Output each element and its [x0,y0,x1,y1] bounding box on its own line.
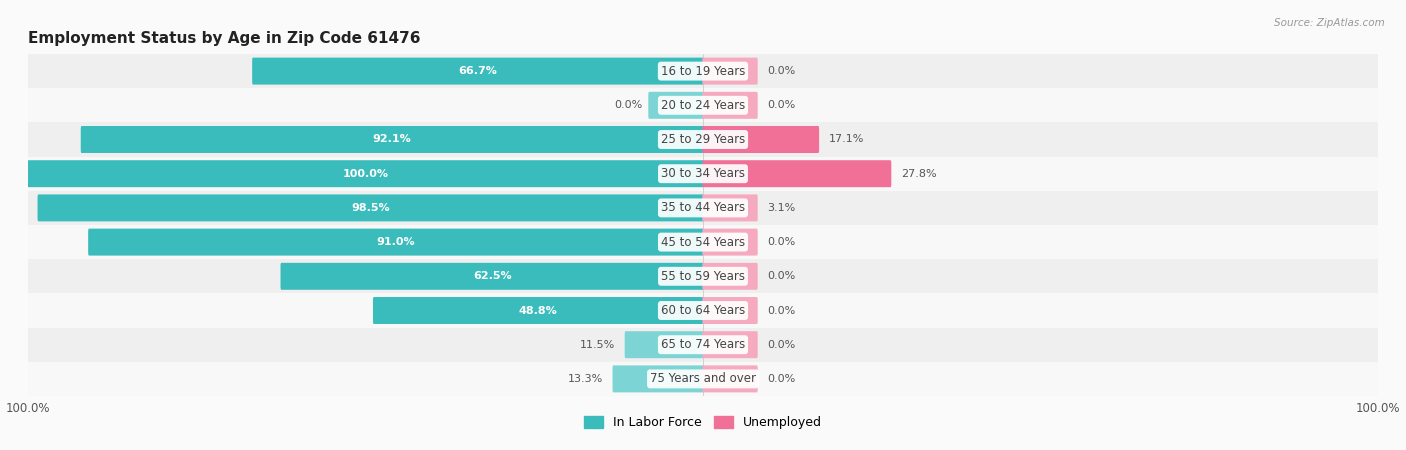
Text: 3.1%: 3.1% [768,203,796,213]
Text: 27.8%: 27.8% [901,169,936,179]
FancyBboxPatch shape [702,160,891,187]
Text: 20 to 24 Years: 20 to 24 Years [661,99,745,112]
FancyBboxPatch shape [702,126,820,153]
FancyBboxPatch shape [80,126,704,153]
FancyBboxPatch shape [613,365,704,392]
Text: 0.0%: 0.0% [768,271,796,281]
Text: 25 to 29 Years: 25 to 29 Years [661,133,745,146]
Text: 11.5%: 11.5% [581,340,616,350]
Text: 100.0%: 100.0% [343,169,388,179]
Text: 35 to 44 Years: 35 to 44 Years [661,202,745,214]
Text: 0.0%: 0.0% [768,374,796,384]
FancyBboxPatch shape [280,263,704,290]
Text: 92.1%: 92.1% [373,135,412,144]
Bar [28,259,1378,293]
Bar [28,293,1378,328]
Text: 17.1%: 17.1% [828,135,863,144]
Text: 0.0%: 0.0% [768,237,796,247]
Text: 0.0%: 0.0% [768,340,796,350]
Bar [28,225,1378,259]
Legend: In Labor Force, Unemployed: In Labor Force, Unemployed [579,411,827,434]
FancyBboxPatch shape [38,194,704,221]
Text: 0.0%: 0.0% [768,66,796,76]
Text: Employment Status by Age in Zip Code 61476: Employment Status by Age in Zip Code 614… [28,31,420,46]
Text: 0.0%: 0.0% [614,100,643,110]
Bar [28,122,1378,157]
Text: 62.5%: 62.5% [472,271,512,281]
FancyBboxPatch shape [373,297,704,324]
Text: 13.3%: 13.3% [568,374,603,384]
Text: 66.7%: 66.7% [458,66,498,76]
Text: 16 to 19 Years: 16 to 19 Years [661,65,745,77]
Bar [28,191,1378,225]
Bar [28,54,1378,88]
Bar [28,362,1378,396]
Text: 98.5%: 98.5% [352,203,389,213]
FancyBboxPatch shape [624,331,704,358]
FancyBboxPatch shape [702,297,758,324]
Text: 0.0%: 0.0% [768,100,796,110]
Text: 60 to 64 Years: 60 to 64 Years [661,304,745,317]
Text: 30 to 34 Years: 30 to 34 Years [661,167,745,180]
Bar [28,88,1378,122]
Text: Source: ZipAtlas.com: Source: ZipAtlas.com [1274,18,1385,28]
Text: 91.0%: 91.0% [377,237,415,247]
Bar [28,157,1378,191]
Text: 55 to 59 Years: 55 to 59 Years [661,270,745,283]
Text: 48.8%: 48.8% [519,306,558,315]
FancyBboxPatch shape [702,92,758,119]
FancyBboxPatch shape [702,58,758,85]
FancyBboxPatch shape [702,263,758,290]
FancyBboxPatch shape [252,58,704,85]
Text: 45 to 54 Years: 45 to 54 Years [661,236,745,248]
Bar [28,328,1378,362]
Text: 65 to 74 Years: 65 to 74 Years [661,338,745,351]
Text: 75 Years and over: 75 Years and over [650,373,756,385]
FancyBboxPatch shape [702,194,758,221]
FancyBboxPatch shape [702,229,758,256]
Text: 0.0%: 0.0% [768,306,796,315]
FancyBboxPatch shape [27,160,704,187]
FancyBboxPatch shape [89,229,704,256]
FancyBboxPatch shape [702,331,758,358]
FancyBboxPatch shape [648,92,704,119]
FancyBboxPatch shape [702,365,758,392]
